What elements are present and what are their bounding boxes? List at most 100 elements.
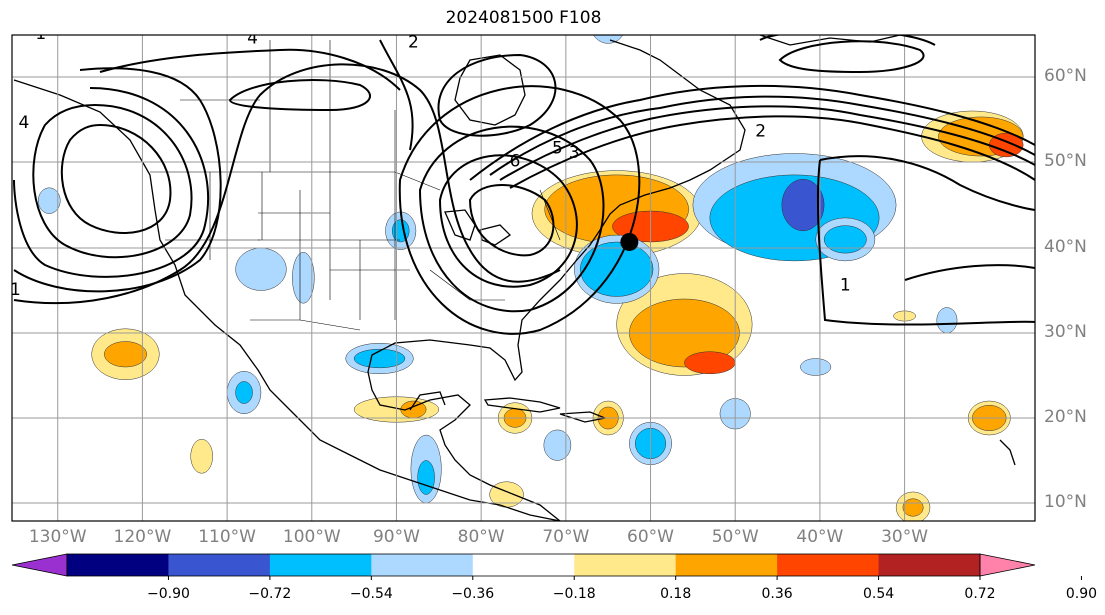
anomaly-region-39 bbox=[235, 381, 253, 404]
coastline-1 bbox=[367, 39, 746, 521]
anomaly-region-47 bbox=[800, 358, 832, 376]
storm-center-marker bbox=[620, 232, 639, 251]
colorbar-extend-min bbox=[11, 553, 68, 577]
contour-label-10: 6 bbox=[848, 20, 859, 40]
colorbar-tick-label-1: −0.72 bbox=[248, 586, 292, 602]
contour-line-6 bbox=[228, 79, 371, 112]
lat-label-60: 60°N bbox=[1044, 66, 1087, 86]
lat-label-40: 40°N bbox=[1044, 237, 1087, 257]
contour-line-16 bbox=[816, 159, 1035, 326]
lon-label-120: 120°W bbox=[113, 527, 172, 547]
contour-line-2 bbox=[13, 87, 210, 278]
colorbar-segment-6 bbox=[675, 554, 778, 576]
contour-label-8: 3 bbox=[569, 143, 580, 163]
anomaly-region-46 bbox=[38, 187, 61, 214]
contour-label-5: 1 bbox=[10, 280, 21, 300]
colorbar-extend-max bbox=[979, 553, 1036, 577]
anomaly-region-17 bbox=[353, 348, 406, 369]
anomaly-region-30 bbox=[190, 439, 213, 474]
lon-label-50: 50°W bbox=[711, 527, 759, 547]
contour-line-15 bbox=[819, 155, 1035, 211]
contour-label-7: 5 bbox=[552, 139, 563, 159]
contour-line-18 bbox=[778, 40, 925, 74]
contour-line-14 bbox=[509, 115, 1035, 189]
anomaly-region-27 bbox=[417, 460, 435, 495]
contour-line-3 bbox=[13, 67, 222, 293]
contour-line-7 bbox=[468, 184, 555, 257]
lon-label-110: 110°W bbox=[198, 527, 256, 547]
contour-line-4 bbox=[13, 63, 561, 305]
anomaly-region-25 bbox=[543, 429, 572, 461]
anomaly-region-10 bbox=[579, 241, 654, 297]
lon-label-60: 60°W bbox=[627, 527, 674, 547]
coastline-9 bbox=[409, 391, 446, 411]
map-frame bbox=[11, 34, 1036, 522]
anomaly-region-41 bbox=[823, 225, 867, 254]
contour-label-3: 2 bbox=[408, 33, 419, 53]
coastline-5 bbox=[483, 397, 561, 413]
lon-label-80: 80°W bbox=[457, 527, 505, 547]
colorbar bbox=[11, 553, 1082, 580]
colorbar-tick-label-5: 0.18 bbox=[660, 586, 692, 602]
contour-label-4: 4 bbox=[18, 113, 29, 133]
coastline-7 bbox=[759, 35, 901, 46]
contour-label-0: 1 bbox=[35, 24, 46, 44]
colorbar-segment-3 bbox=[371, 554, 474, 576]
colorbar-segment-7 bbox=[777, 554, 880, 576]
contour-line-12 bbox=[489, 95, 1035, 176]
anomaly-region-44 bbox=[593, 35, 624, 44]
colorbar-tick-label-6: 0.36 bbox=[761, 586, 793, 602]
contour-label-11: 1 bbox=[840, 276, 851, 296]
lon-label-130: 130°W bbox=[28, 527, 87, 547]
coastline-0 bbox=[13, 79, 561, 521]
coastline-layer bbox=[13, 35, 1016, 521]
contour-line-21 bbox=[379, 39, 414, 151]
colorbar-segment-2 bbox=[269, 554, 372, 576]
contour-line-19 bbox=[759, 35, 936, 46]
border-18 bbox=[250, 319, 361, 331]
colorbar-tick-label-2: −0.54 bbox=[349, 586, 393, 602]
coastline-3 bbox=[444, 209, 476, 241]
contour-line-8 bbox=[438, 154, 578, 288]
colorbar-frame bbox=[66, 553, 981, 577]
lon-label-90: 90°W bbox=[372, 527, 420, 547]
lat-label-30: 30°N bbox=[1044, 322, 1087, 342]
height-contour-layer bbox=[13, 35, 1035, 335]
anomaly-region-8 bbox=[781, 178, 825, 232]
contour-line-0 bbox=[60, 123, 172, 234]
lat-label-20: 20°N bbox=[1044, 407, 1087, 427]
anomaly-region-45 bbox=[936, 307, 958, 334]
contour-line-17 bbox=[904, 264, 1035, 281]
contour-line-5 bbox=[99, 48, 401, 91]
contour-label-1: 2 bbox=[162, 12, 173, 32]
anomaly-region-20 bbox=[235, 247, 287, 291]
contour-line-1 bbox=[32, 103, 193, 259]
contour-line-9 bbox=[418, 125, 605, 313]
contour-line-10 bbox=[398, 85, 641, 335]
lon-label-70: 70°W bbox=[542, 527, 590, 547]
lon-label-30: 30°W bbox=[881, 527, 929, 547]
colorbar-segment-8 bbox=[878, 554, 981, 576]
colorbar-tick-label-3: −0.36 bbox=[451, 586, 495, 602]
colorbar-segment-5 bbox=[574, 554, 677, 576]
contour-label-layer: 1 2 4 2 4 1 6 5 3 2 6 1 bbox=[10, 12, 859, 300]
lon-label-100: 100°W bbox=[282, 527, 341, 547]
colorbar-segment-4 bbox=[472, 554, 575, 576]
contour-label-6: 6 bbox=[510, 151, 521, 171]
anomaly-region-29 bbox=[104, 341, 147, 368]
anomaly-region-5 bbox=[684, 351, 736, 375]
lat-label-50: 50°N bbox=[1044, 151, 1087, 171]
lon-label-40: 40°W bbox=[796, 527, 844, 547]
storm-marker-layer bbox=[620, 232, 639, 251]
coastline-4 bbox=[479, 224, 512, 246]
anomaly-region-37 bbox=[902, 498, 924, 517]
lat-label-10: 10°N bbox=[1044, 492, 1087, 512]
coastline-8 bbox=[999, 439, 1016, 466]
map-title: 2024081500 F108 bbox=[445, 8, 602, 28]
colorbar-tick-label-7: 0.54 bbox=[862, 586, 895, 602]
colorbar-tick-label-0: −0.90 bbox=[146, 586, 190, 602]
contour-line-20 bbox=[437, 53, 557, 137]
contour-label-2: 4 bbox=[247, 28, 258, 48]
colorbar-tick-label-4: −0.18 bbox=[552, 586, 596, 602]
